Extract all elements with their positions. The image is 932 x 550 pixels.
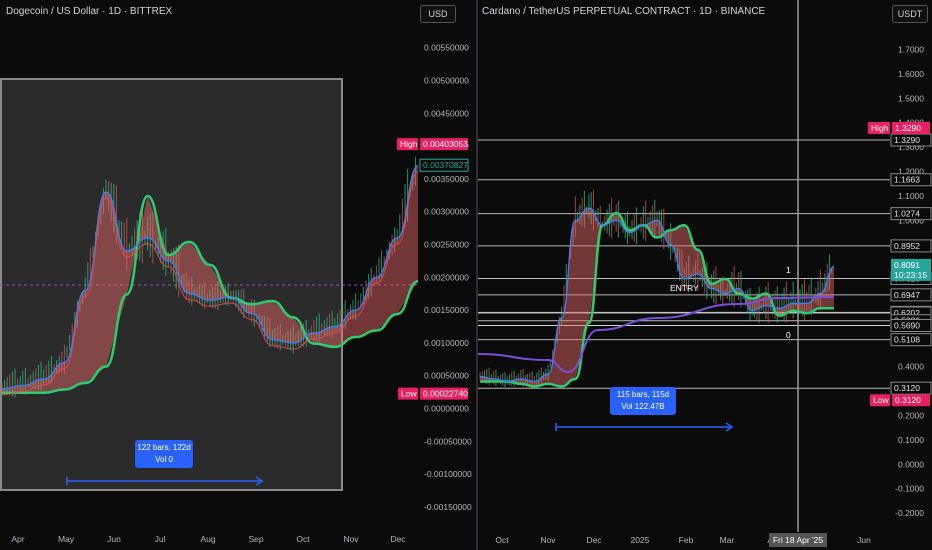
fib-label-one: 1 <box>786 265 791 275</box>
y-tick-label: 0.0000 <box>898 459 924 469</box>
x-tick-label: Feb <box>679 535 694 545</box>
left-high-value: 0.00403053 <box>423 139 468 149</box>
level-tag: 0.3120 <box>894 383 920 393</box>
y-tick-label: 0.1000 <box>898 435 924 445</box>
crosshair-date: Fri 18 Apr '25 <box>773 535 824 545</box>
x-tick-label: 2025 <box>631 535 650 545</box>
y-tick-label: 0.2000 <box>898 411 924 421</box>
y-tick-label: 0.00250000 <box>424 239 469 249</box>
level-tag: 0.5108 <box>894 335 920 345</box>
x-tick-label: Aug <box>200 534 215 544</box>
x-tick-label: Mar <box>720 535 735 545</box>
level-tag: 1.1663 <box>894 175 920 185</box>
x-tick-label: Dec <box>390 534 406 544</box>
right-measure-vol: Vol 122.47B <box>610 401 676 413</box>
x-tick-label: May <box>58 534 75 544</box>
x-tick-label: Nov <box>540 535 556 545</box>
y-tick-label: -0.00050000 <box>424 436 472 446</box>
x-tick-label: Dec <box>586 535 602 545</box>
y-tick-label: 0.00500000 <box>424 75 469 85</box>
x-tick-label: Jul <box>155 534 166 544</box>
level-tag: 1.0274 <box>894 209 920 219</box>
right-chart-pane[interactable]: Cardano / TetherUS PERPETUAL CONTRACT · … <box>478 0 932 550</box>
x-tick-label: Jun <box>107 534 121 544</box>
left-chart-canvas[interactable]: 0.005500000.005000000.004500000.00400000… <box>0 0 476 550</box>
y-tick-label: 1.1000 <box>898 191 924 201</box>
level-tag: 0.6947 <box>894 290 920 300</box>
level-tag: 0.8952 <box>894 241 920 251</box>
right-last-price: 0.8091 <box>894 260 920 270</box>
y-tick-label: 0.00050000 <box>424 371 469 381</box>
left-last-price: 0.00370827 <box>423 160 468 170</box>
level-tag: 0.5690 <box>894 320 920 330</box>
left-measure-box: 122 bars, 122d Vol 0 <box>135 440 193 468</box>
right-chart-canvas[interactable]: 1.70001.60001.50001.40001.30001.20001.10… <box>478 0 932 550</box>
x-tick-label: Nov <box>343 534 359 544</box>
left-measure-vol: Vol 0 <box>135 454 193 466</box>
y-tick-label: 0.00200000 <box>424 272 469 282</box>
x-tick-label: Apr <box>11 534 24 544</box>
y-tick-label: -0.00150000 <box>424 502 472 512</box>
y-tick-label: 0.4000 <box>898 362 924 372</box>
y-tick-label: -0.1000 <box>895 484 924 494</box>
y-tick-label: 0.00450000 <box>424 108 469 118</box>
y-tick-label: 0.00350000 <box>424 174 469 184</box>
left-measure-bars: 122 bars, 122d <box>135 442 193 454</box>
y-tick-label: 0.00550000 <box>424 43 469 53</box>
right-high-value: 1.3290 <box>895 123 921 133</box>
y-tick-label: 0.00100000 <box>424 338 469 348</box>
y-tick-label: 1.6000 <box>898 69 924 79</box>
y-tick-label: 0.00300000 <box>424 207 469 217</box>
y-tick-label: 1.5000 <box>898 93 924 103</box>
right-countdown: 10:23:15 <box>894 270 927 280</box>
right-measure-bars: 115 bars, 115d <box>610 389 676 401</box>
level-tag: 1.3290 <box>894 135 920 145</box>
x-tick-label: Oct <box>296 534 310 544</box>
y-tick-label: -0.00100000 <box>424 469 472 479</box>
x-tick-label: Sep <box>248 534 263 544</box>
right-low-value: 0.3120 <box>895 395 921 405</box>
right-high-label: High <box>871 123 889 133</box>
right-measure-box: 115 bars, 115d Vol 122.47B <box>610 387 676 415</box>
left-chart-pane[interactable]: Dogecoin / US Dollar · 1D · BITTREX USD … <box>0 0 476 550</box>
x-tick-label: Oct <box>495 535 509 545</box>
entry-label: ENTRY <box>670 283 699 293</box>
y-tick-label: 0.00000000 <box>424 403 469 413</box>
left-high-label: High <box>400 139 418 149</box>
x-tick-label: Jun <box>857 535 871 545</box>
fib-label-zero: 0 <box>786 330 791 340</box>
y-tick-label: 1.7000 <box>898 45 924 55</box>
left-low-label: Low <box>401 389 417 399</box>
left-low-value: 0.00022740 <box>423 389 468 399</box>
y-tick-label: -0.2000 <box>895 508 924 518</box>
right-low-label: Low <box>873 395 889 405</box>
y-tick-label: 0.00150000 <box>424 305 469 315</box>
